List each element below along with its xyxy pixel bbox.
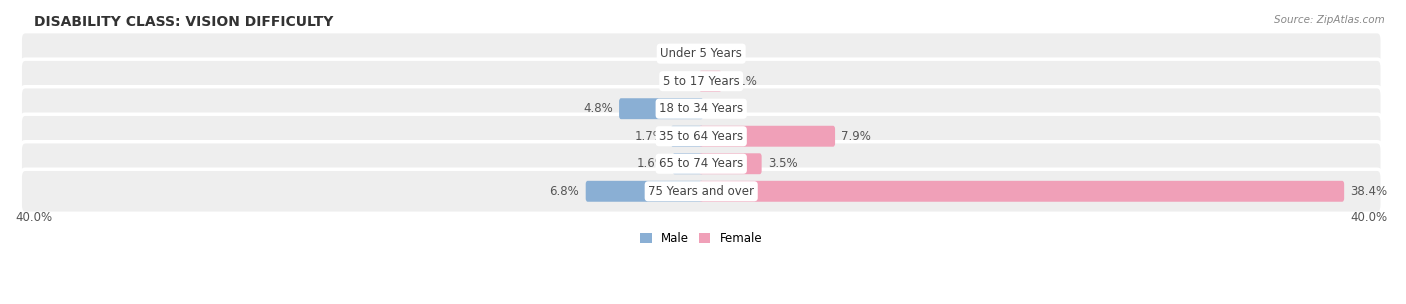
FancyBboxPatch shape xyxy=(672,153,703,174)
Text: 38.4%: 38.4% xyxy=(1351,185,1388,198)
Text: 6.8%: 6.8% xyxy=(550,185,579,198)
FancyBboxPatch shape xyxy=(699,71,721,92)
FancyBboxPatch shape xyxy=(586,181,703,202)
FancyBboxPatch shape xyxy=(699,181,1344,202)
FancyBboxPatch shape xyxy=(20,142,1382,186)
FancyBboxPatch shape xyxy=(699,153,762,174)
Text: 0.0%: 0.0% xyxy=(710,102,740,115)
FancyBboxPatch shape xyxy=(20,114,1382,158)
FancyBboxPatch shape xyxy=(20,32,1382,76)
Text: 5 to 17 Years: 5 to 17 Years xyxy=(662,75,740,88)
Text: DISABILITY CLASS: VISION DIFFICULTY: DISABILITY CLASS: VISION DIFFICULTY xyxy=(34,15,333,29)
Text: Under 5 Years: Under 5 Years xyxy=(661,47,742,60)
Text: Source: ZipAtlas.com: Source: ZipAtlas.com xyxy=(1274,15,1385,25)
FancyBboxPatch shape xyxy=(20,87,1382,131)
Text: 7.9%: 7.9% xyxy=(841,130,872,143)
Text: 35 to 64 Years: 35 to 64 Years xyxy=(659,130,744,143)
FancyBboxPatch shape xyxy=(20,59,1382,103)
FancyBboxPatch shape xyxy=(671,126,703,147)
FancyBboxPatch shape xyxy=(20,169,1382,213)
Text: 75 Years and over: 75 Years and over xyxy=(648,185,754,198)
Text: 1.1%: 1.1% xyxy=(728,75,758,88)
FancyBboxPatch shape xyxy=(699,126,835,147)
Text: 4.8%: 4.8% xyxy=(583,102,613,115)
Text: 0.0%: 0.0% xyxy=(664,75,693,88)
FancyBboxPatch shape xyxy=(619,98,703,119)
Text: 0.0%: 0.0% xyxy=(710,47,740,60)
Text: 1.6%: 1.6% xyxy=(637,157,666,170)
Text: 1.7%: 1.7% xyxy=(634,130,665,143)
Text: 0.0%: 0.0% xyxy=(664,47,693,60)
Legend: Male, Female: Male, Female xyxy=(640,232,762,245)
Text: 65 to 74 Years: 65 to 74 Years xyxy=(659,157,744,170)
Text: 3.5%: 3.5% xyxy=(768,157,797,170)
Text: 18 to 34 Years: 18 to 34 Years xyxy=(659,102,744,115)
